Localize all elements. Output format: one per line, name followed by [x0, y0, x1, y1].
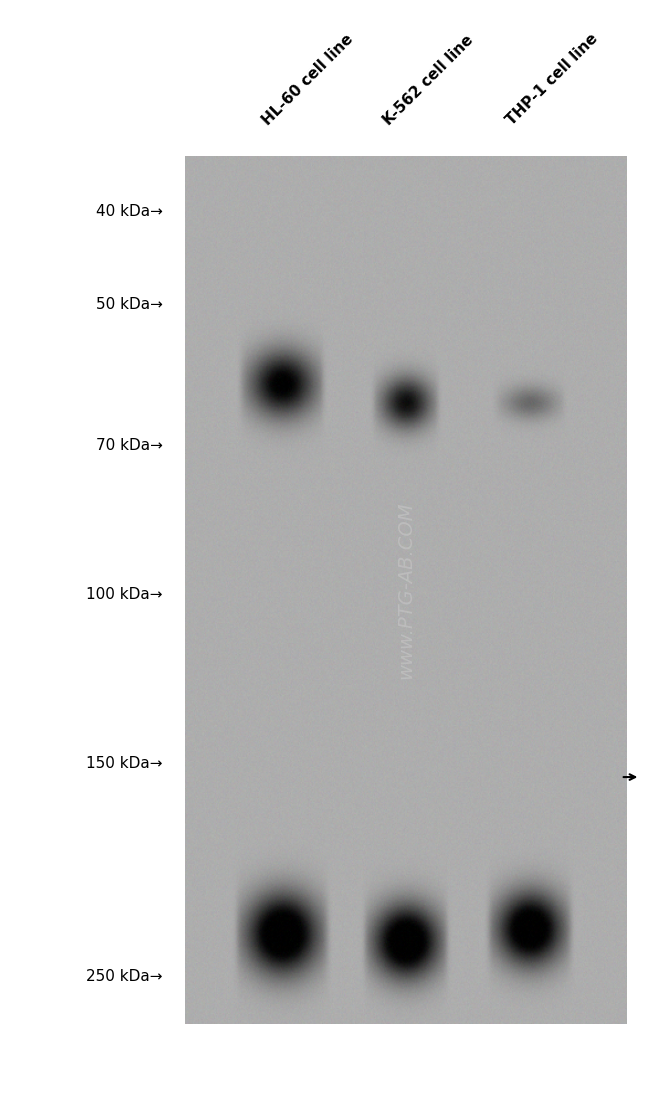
Text: www.PTG-AB.COM: www.PTG-AB.COM: [396, 501, 416, 679]
Text: 40 kDa→: 40 kDa→: [96, 204, 162, 219]
Text: THP-1 cell line: THP-1 cell line: [504, 31, 601, 128]
Text: 150 kDa→: 150 kDa→: [86, 756, 162, 771]
Text: K-562 cell line: K-562 cell line: [380, 32, 476, 128]
Text: 50 kDa→: 50 kDa→: [96, 297, 162, 313]
Text: 250 kDa→: 250 kDa→: [86, 969, 162, 984]
Text: HL-60 cell line: HL-60 cell line: [260, 31, 357, 128]
Text: 100 kDa→: 100 kDa→: [86, 587, 162, 602]
Text: 70 kDa→: 70 kDa→: [96, 437, 162, 453]
